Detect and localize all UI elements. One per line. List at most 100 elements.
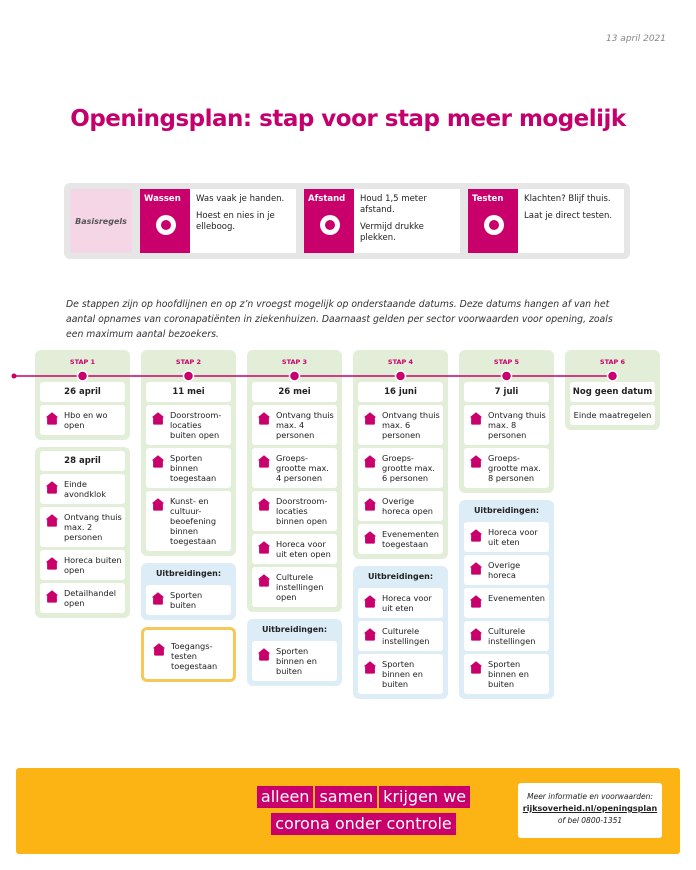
item: Culturele instellingen open: [252, 567, 337, 607]
extensions-title: Uitbreidingen:: [473, 506, 540, 515]
item: Ontvang thuis max. 4 personen: [252, 405, 337, 445]
icon: [257, 498, 271, 511]
item: Horeca voor uit eten: [464, 522, 549, 552]
title: Openingsplan: stap voor stap meer mogeli…: [70, 106, 626, 132]
item: Groeps-grootte max. 4 personen: [252, 448, 337, 488]
extensions: Uitbreidingen: Sporten buiten: [141, 563, 236, 620]
step-group: STAP 3 26 mei Ontvang thuis max. 4 persone…: [247, 350, 342, 612]
icon: [363, 412, 377, 425]
step-column: STAP 4 16 juni Ontvang thuis max. 6 person…: [353, 350, 448, 706]
item: Horeca voor uit eten open: [252, 534, 337, 564]
item: Culturele instellingen: [464, 621, 549, 651]
icon: [257, 412, 271, 425]
icon: [151, 498, 165, 511]
slogan-word: samen: [315, 786, 378, 808]
icon: [45, 514, 59, 527]
item: Evenementen: [464, 588, 549, 618]
group-date: Nog geen datum: [570, 382, 655, 402]
item: Horeca voor uit eten: [358, 588, 443, 618]
info-line: Meer informatie en voorwaarden:: [527, 792, 653, 801]
extensions-title: Uitbreidingen:: [367, 572, 434, 581]
rule-icon: [484, 215, 504, 235]
item: Groeps-grootte max. 8 personen: [464, 448, 549, 488]
icon: [151, 412, 165, 425]
step-column: STAP 1 26 april Hbo en wo open 28 april Eind…: [35, 350, 130, 625]
item: Sporten binnen toegestaan: [146, 448, 231, 488]
extensions: Uitbreidingen: Sporten binnen en buiten: [247, 619, 342, 686]
icon: [257, 455, 271, 468]
step-group: STAP 6 Nog geen datum Einde maatregelen: [565, 350, 660, 430]
step-label: STAP 5: [493, 358, 520, 366]
slogan-word: krijgen we: [379, 786, 471, 808]
rule-name: Afstand: [304, 189, 354, 253]
extensions-title: Uitbreidingen:: [155, 569, 222, 578]
item: Overige horeca open: [358, 491, 443, 521]
extensions-title: Uitbreidingen:: [261, 625, 328, 634]
rule-text: Was vaak je handen. Hoest en nies in je e…: [190, 189, 296, 253]
item: Toegangs-testen toegestaan: [147, 636, 230, 676]
icon: [45, 412, 59, 425]
item: Culturele instellingen: [358, 621, 443, 651]
step-column: STAP 2 11 mei Doorstroom-locaties buiten o…: [141, 350, 236, 689]
rule-line: Laat je direct testen.: [524, 211, 613, 221]
step-column: STAP 6 Nog geen datum Einde maatregelen: [565, 350, 660, 437]
group-date: 28 april: [40, 451, 125, 471]
icon: [45, 557, 59, 570]
group-date: 26 april: [40, 382, 125, 402]
conditions: Toegangs-testen toegestaan: [141, 627, 236, 682]
item: Detailhandel open: [40, 583, 125, 613]
item: Doorstroom-locaties buiten open: [146, 405, 231, 445]
rule: Wassen Was vaak je handen. Hoest en nies i…: [140, 189, 296, 253]
item: Ontvang thuis max. 6 personen: [358, 405, 443, 445]
rule-icon: [156, 215, 176, 235]
group-date: 11 mei: [146, 382, 231, 402]
step-group: STAP 2 11 mei Doorstroom-locaties buiten o…: [141, 350, 236, 556]
rule-line: Was vaak je handen.: [196, 194, 285, 204]
icon: [363, 628, 377, 641]
icon: [45, 481, 59, 494]
slogan-word: corona onder controle: [271, 813, 456, 835]
item: Sporten binnen en buiten: [358, 654, 443, 694]
icon: [151, 592, 165, 605]
icon: [363, 661, 377, 674]
rule-line: Vermijd drukke plekken.: [360, 222, 424, 243]
icon: [469, 455, 483, 468]
step-group: STAP 4 16 juni Ontvang thuis max. 6 person…: [353, 350, 448, 559]
item: Overige horeca: [464, 555, 549, 585]
step-label: STAP 4: [387, 358, 414, 366]
rule-text: Houd 1,5 meter afstand. Vermijd drukke pl…: [354, 189, 460, 253]
extensions: Uitbreidingen: Horeca voor uit eten Overig…: [459, 500, 554, 699]
icon: [257, 541, 271, 554]
rule-line: Houd 1,5 meter afstand.: [360, 194, 427, 215]
icon: [363, 498, 377, 511]
group-date: 7 juli: [464, 382, 549, 402]
icon: [151, 455, 165, 468]
intro: De stappen zijn op hoofdlijnen en op z’n…: [66, 299, 613, 340]
step-group: 28 april Einde avondklok Ontvang thuis max…: [35, 447, 130, 618]
item: Ontvang thuis max. 8 personen: [464, 405, 549, 445]
footer: alleen samen krijgen we corona onder contro…: [16, 768, 680, 854]
date: 13 april 2021: [605, 34, 666, 44]
item: Horeca buiten open: [40, 550, 125, 580]
icon: [469, 661, 483, 674]
rule-line: Hoest en nies in je elleboog.: [196, 211, 275, 232]
extensions: Uitbreidingen: Horeca voor uit eten Cultur…: [353, 566, 448, 699]
item: Einde avondklok: [40, 474, 125, 504]
item: Evenementen toegestaan: [358, 524, 443, 554]
rules-label: Basisregels: [70, 189, 132, 253]
group-date: 26 mei: [252, 382, 337, 402]
step-column: STAP 5 7 juli Ontvang thuis max. 8 persone…: [459, 350, 554, 706]
step-group: STAP 5 7 juli Ontvang thuis max. 8 persone…: [459, 350, 554, 493]
start-dot: [11, 373, 17, 379]
rule-icon: [320, 215, 340, 235]
slogan-word: alleen: [256, 786, 314, 808]
icon: [469, 412, 483, 425]
rule-name: Testen: [468, 189, 518, 253]
item: Sporten binnen en buiten: [252, 641, 337, 681]
icon: [363, 595, 377, 608]
step-label: STAP 3: [281, 358, 308, 366]
icon: [257, 648, 271, 661]
item: Sporten buiten: [146, 585, 231, 615]
info-line: rijksoverheid.nl/openingsplan: [522, 804, 658, 813]
